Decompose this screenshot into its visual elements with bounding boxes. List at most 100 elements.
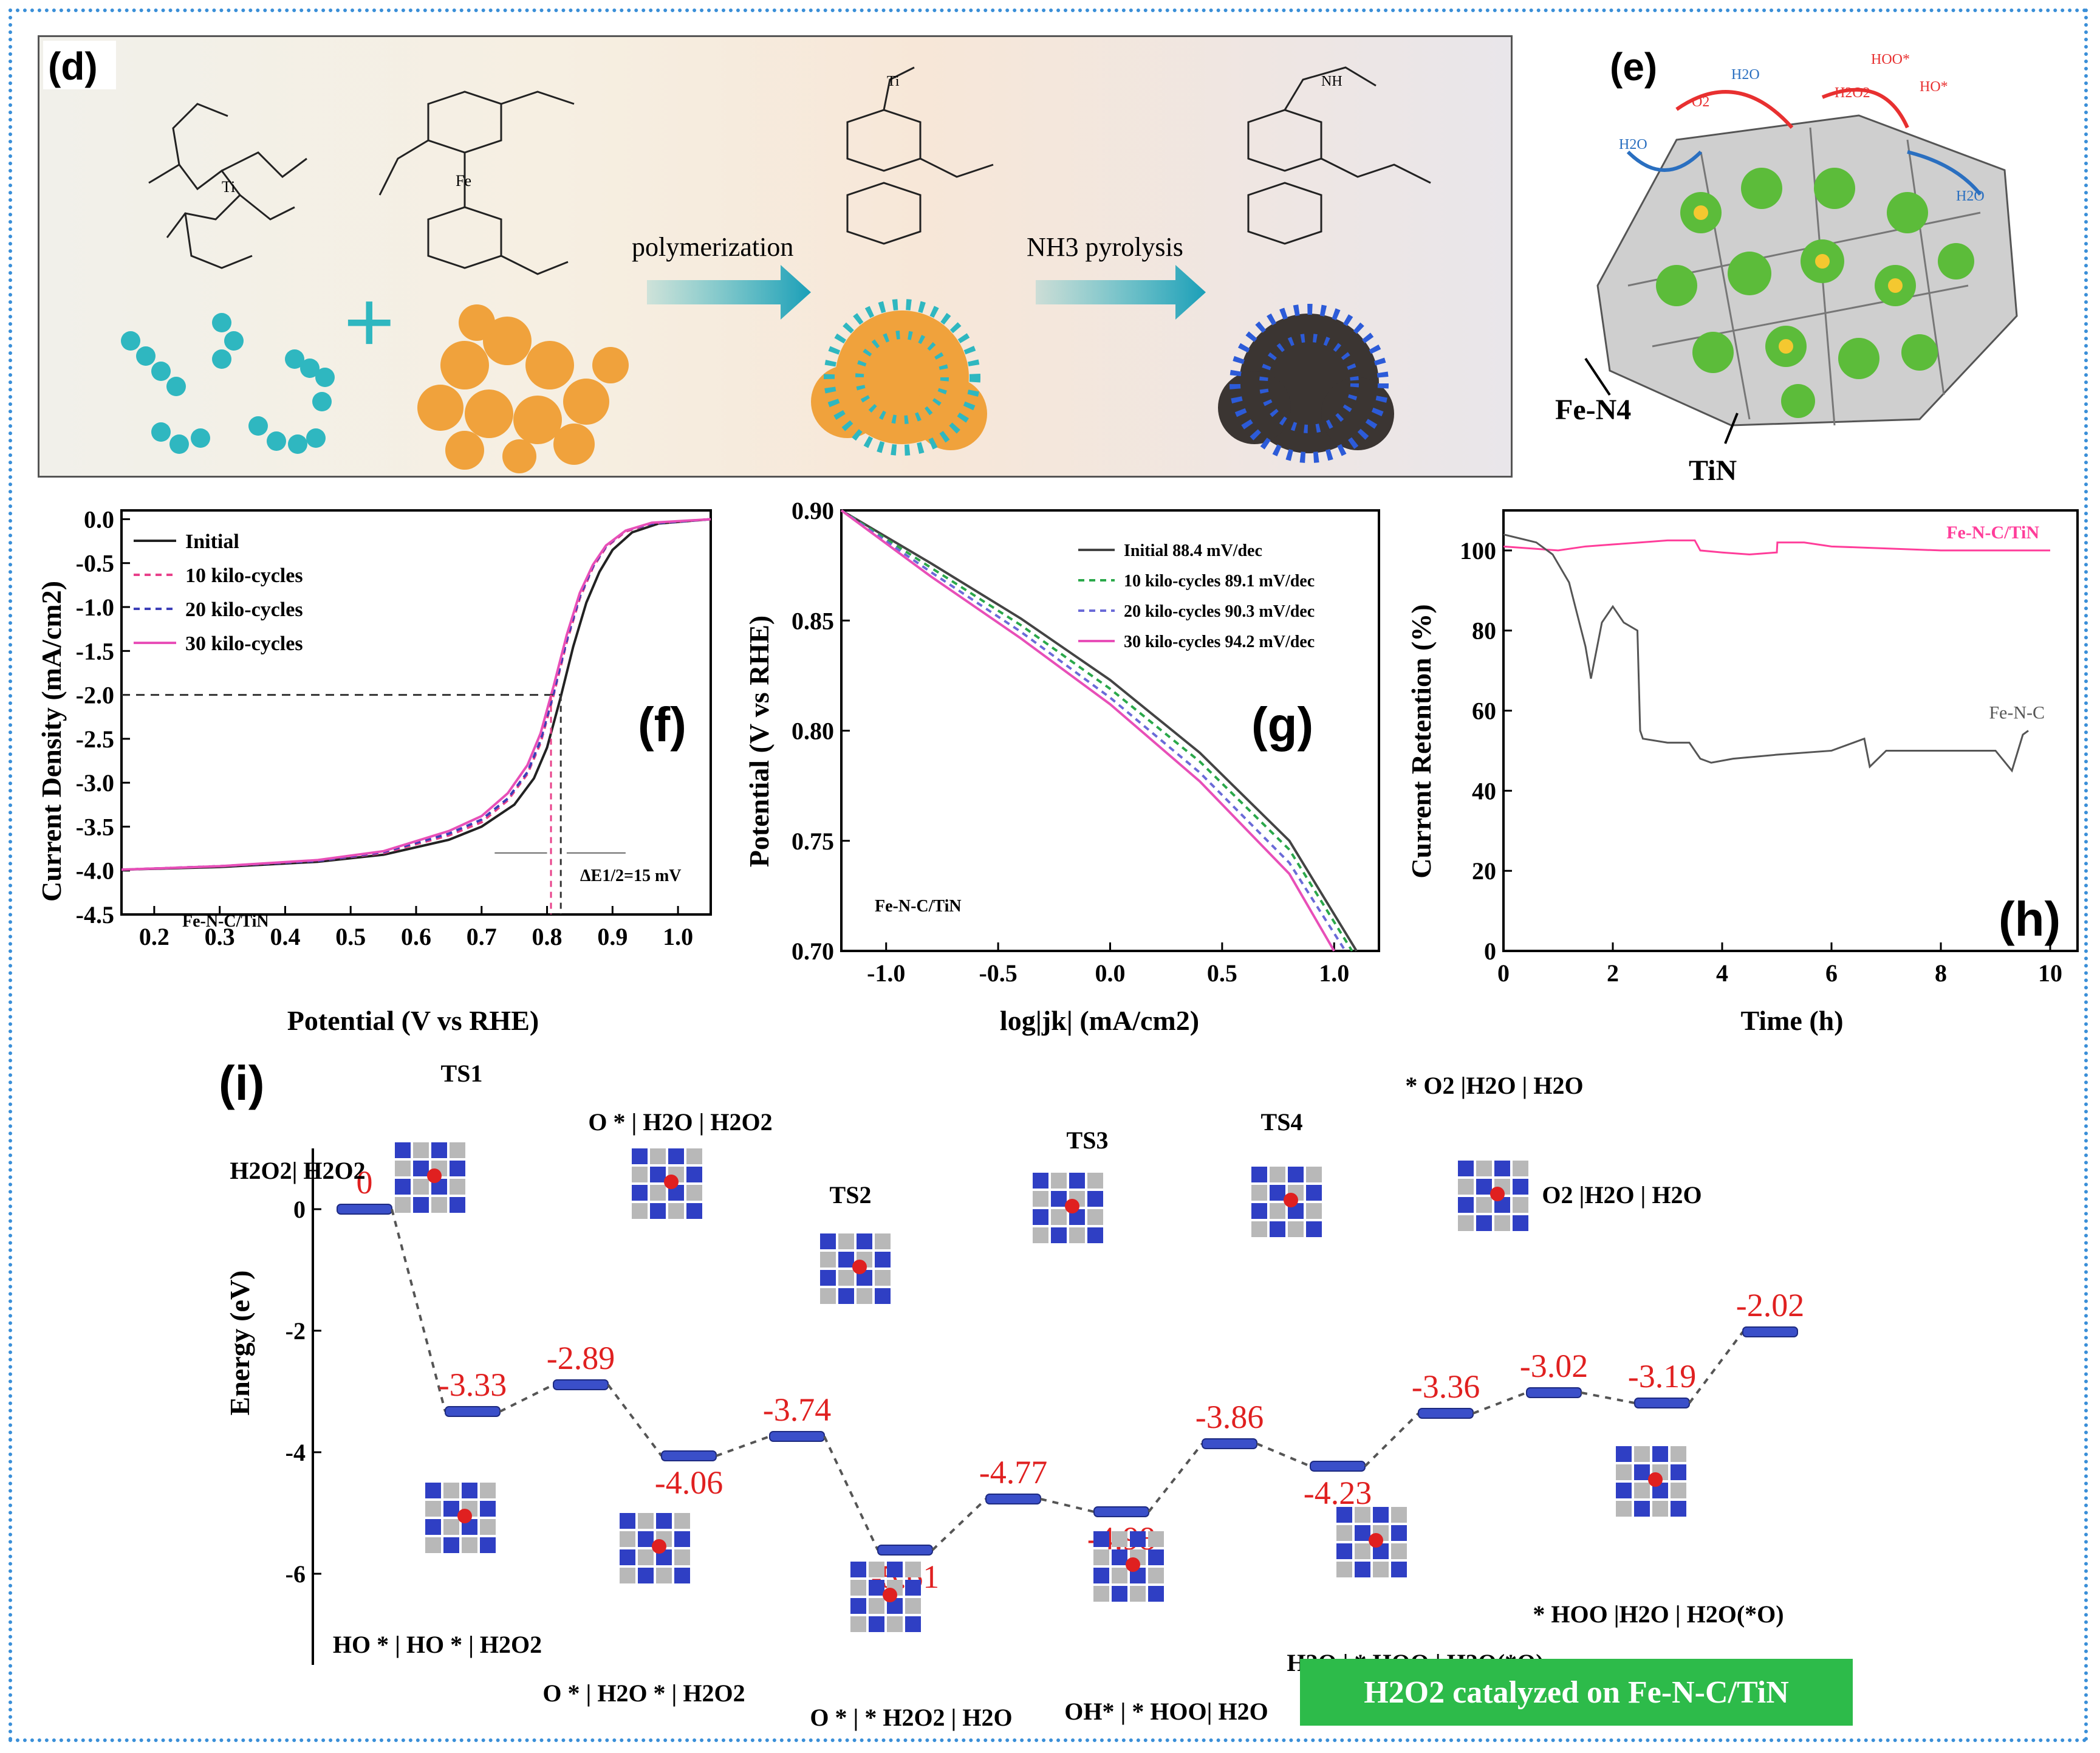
f-xtick-label: 0.5 [335, 923, 366, 950]
i-slab-atom [425, 1537, 441, 1553]
i-ytick-label: -2 [286, 1317, 306, 1345]
pyrolysis-arrow [1036, 265, 1206, 320]
i-energy-level [985, 1494, 1041, 1504]
i-slab-atom [1306, 1185, 1322, 1201]
i-slab-atom [1270, 1167, 1285, 1182]
i-slab-atom [443, 1519, 459, 1535]
i-slab-atom [1391, 1562, 1407, 1577]
f-ytick-label: -4.5 [76, 901, 114, 928]
panel-f-label: (f) [638, 698, 686, 752]
chart-h-xlabel: Time (h) [1740, 1005, 1843, 1036]
i-slab-atom [838, 1252, 854, 1268]
i-slab-atom [1616, 1483, 1632, 1498]
f-legend-label: 10 kilo-cycles [185, 564, 303, 587]
i-energy-value: 0 [357, 1164, 373, 1201]
i-slab-atom [450, 1197, 465, 1213]
f-ytick-label: -4.0 [76, 857, 114, 885]
fe-n4-pointer [1584, 357, 1611, 396]
ti-oligomer-clusters [121, 313, 335, 454]
i-energy-value: -4.23 [1304, 1475, 1372, 1511]
i-slab-atom [875, 1233, 891, 1249]
i-slab-atom [1634, 1446, 1650, 1462]
i-slab-atom [425, 1519, 441, 1535]
f-ytick-label: 0.0 [84, 506, 114, 533]
i-slab-atom [905, 1580, 921, 1596]
i-slab-atom [1671, 1464, 1686, 1480]
pyrolyzed-cluster [1218, 304, 1394, 463]
amine-nh-label: NH [1321, 74, 1342, 89]
f-xtick-label: 0.6 [401, 923, 431, 950]
tin-label: TiN [1689, 455, 1737, 487]
i-slab-atom [820, 1233, 836, 1249]
i-slab-structure [850, 1562, 921, 1632]
i-energy-level [661, 1450, 717, 1461]
i-slab-structure [425, 1483, 496, 1553]
i-slab-atom [820, 1252, 836, 1268]
f-xtick-label: 0.7 [467, 923, 497, 950]
i-slab-atom [1458, 1161, 1474, 1176]
f-ytick-label: -3.0 [76, 769, 114, 797]
i-state-label: H2O2| H2O2 [230, 1157, 365, 1184]
g-ytick-label: 0.90 [792, 497, 834, 524]
i-slab-atom [638, 1531, 654, 1547]
i-energy-level [445, 1406, 501, 1417]
i-slab-atom [656, 1513, 672, 1529]
pyrolysis-label: NH3 pyrolysis [1027, 232, 1183, 262]
i-slab-atom [1069, 1173, 1085, 1189]
i-slab-atom [1251, 1203, 1267, 1219]
h-series-label-fenc: Fe-N-C [1989, 703, 2045, 723]
i-slab-atom [1130, 1586, 1146, 1602]
i-slab-structure [620, 1513, 690, 1583]
i-slab-atom [1634, 1464, 1650, 1480]
h-xtick-label: 0 [1497, 959, 1510, 987]
fe-complex-sketch [378, 91, 575, 275]
i-slab-atom [1306, 1203, 1322, 1219]
panel-d-label-bg [43, 41, 116, 89]
i-energy-level [1093, 1506, 1149, 1517]
i-ytick-label: 0 [293, 1196, 306, 1223]
i-slab-atom [450, 1161, 465, 1176]
i-slab-atom [1458, 1179, 1474, 1195]
i-energy-value: -2.02 [1736, 1287, 1804, 1323]
catalysis-caption-box: H2O2 catalyzed on Fe-N-C/TiN [1300, 1659, 1853, 1726]
i-slab-structure [1093, 1531, 1164, 1602]
h-xtick-label: 10 [2038, 959, 2062, 987]
i-connector [1581, 1391, 1635, 1404]
i-slab-atom [674, 1549, 690, 1565]
i-slab-atom [1476, 1197, 1492, 1213]
i-slab-atom [1355, 1543, 1370, 1559]
h-series-0 [1503, 539, 2050, 556]
chart-g-sample: Fe-N-C/TiN [875, 897, 962, 916]
panel-g-label: (g) [1251, 698, 1313, 752]
i-energy-level [337, 1204, 392, 1215]
plus-sign: + [343, 272, 395, 373]
polymer-sketch [846, 66, 994, 245]
i-slab-atom [632, 1185, 648, 1201]
i-slab-atom [480, 1483, 496, 1498]
chart-f-lsv: 0.2 0.3 0.4 0.5 0.6 0.7 0.8 0.9 1.0 0.0 -0.5 -1.0 -1… [36, 506, 712, 1036]
i-slab-structure [1251, 1167, 1322, 1237]
g-series-0 [840, 509, 1358, 952]
i-slab-atom [1391, 1525, 1407, 1541]
i-slab-atom [1093, 1531, 1109, 1547]
i-energy-value: -3.36 [1412, 1368, 1480, 1405]
f-xtick-label: 0.4 [270, 923, 300, 950]
i-energy-level [1418, 1408, 1474, 1419]
i-slab-atom [869, 1562, 884, 1577]
i-slab-atom [686, 1203, 702, 1219]
i-slab-atom [395, 1197, 411, 1213]
i-state-label: * O2 |H2O | H2O [1405, 1072, 1583, 1099]
i-slab-atom [1616, 1446, 1632, 1462]
i-slab-atom [1288, 1221, 1304, 1237]
i-slab-atom [632, 1148, 648, 1164]
i-energy-level [1310, 1461, 1366, 1472]
i-slab-atom [1093, 1549, 1109, 1565]
i-slab-atom [857, 1288, 872, 1304]
i-slab-atom [1148, 1568, 1164, 1583]
i-slab-atom [1671, 1501, 1686, 1517]
i-slab-atom [1112, 1549, 1127, 1565]
i-slab-atom [443, 1501, 459, 1517]
i-slab-atom [1306, 1167, 1322, 1182]
g-legend-label: 20 kilo-cycles 90.3 mV/dec [1124, 602, 1315, 621]
i-slab-atom [668, 1148, 684, 1164]
